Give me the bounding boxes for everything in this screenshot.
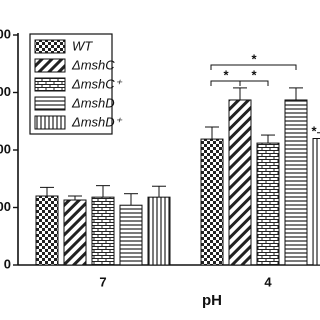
significance-brackets <box>210 64 297 86</box>
legend-label: ΔmshC <box>71 57 115 72</box>
legend-swatch <box>34 96 66 111</box>
y-tick-label: 000 <box>0 26 11 41</box>
bar <box>228 99 252 266</box>
x-tick-label: 7 <box>99 274 106 289</box>
annotation: * <box>251 67 257 82</box>
bar <box>119 204 143 266</box>
y-tick-label: 000 <box>0 84 11 99</box>
legend-label: WT <box>72 38 93 53</box>
bar <box>256 142 280 266</box>
x-axis-label: pH <box>202 292 222 309</box>
bar <box>91 196 115 266</box>
legend-label: ΔmshD <box>71 95 115 110</box>
y-tick-label: 0 <box>4 256 11 271</box>
x-tick-label: 4 <box>264 274 272 289</box>
legend-label: ΔmshC⁺ <box>71 76 123 91</box>
annotation: * <box>311 123 317 138</box>
annotation: * <box>223 67 229 82</box>
bar <box>147 196 171 266</box>
bar <box>312 138 320 266</box>
legend-swatch <box>34 115 66 130</box>
bar <box>35 195 59 266</box>
y-tick-label: 000 <box>0 141 11 156</box>
bar <box>63 199 87 266</box>
legend-label: ΔmshD⁺ <box>71 114 123 129</box>
legend-swatch <box>34 58 66 73</box>
annotation: * <box>251 51 257 66</box>
legend-swatch <box>34 39 66 54</box>
bar <box>200 138 224 266</box>
legend-swatch <box>34 77 66 92</box>
y-tick-label: 000 <box>0 199 11 214</box>
bar <box>284 99 308 266</box>
